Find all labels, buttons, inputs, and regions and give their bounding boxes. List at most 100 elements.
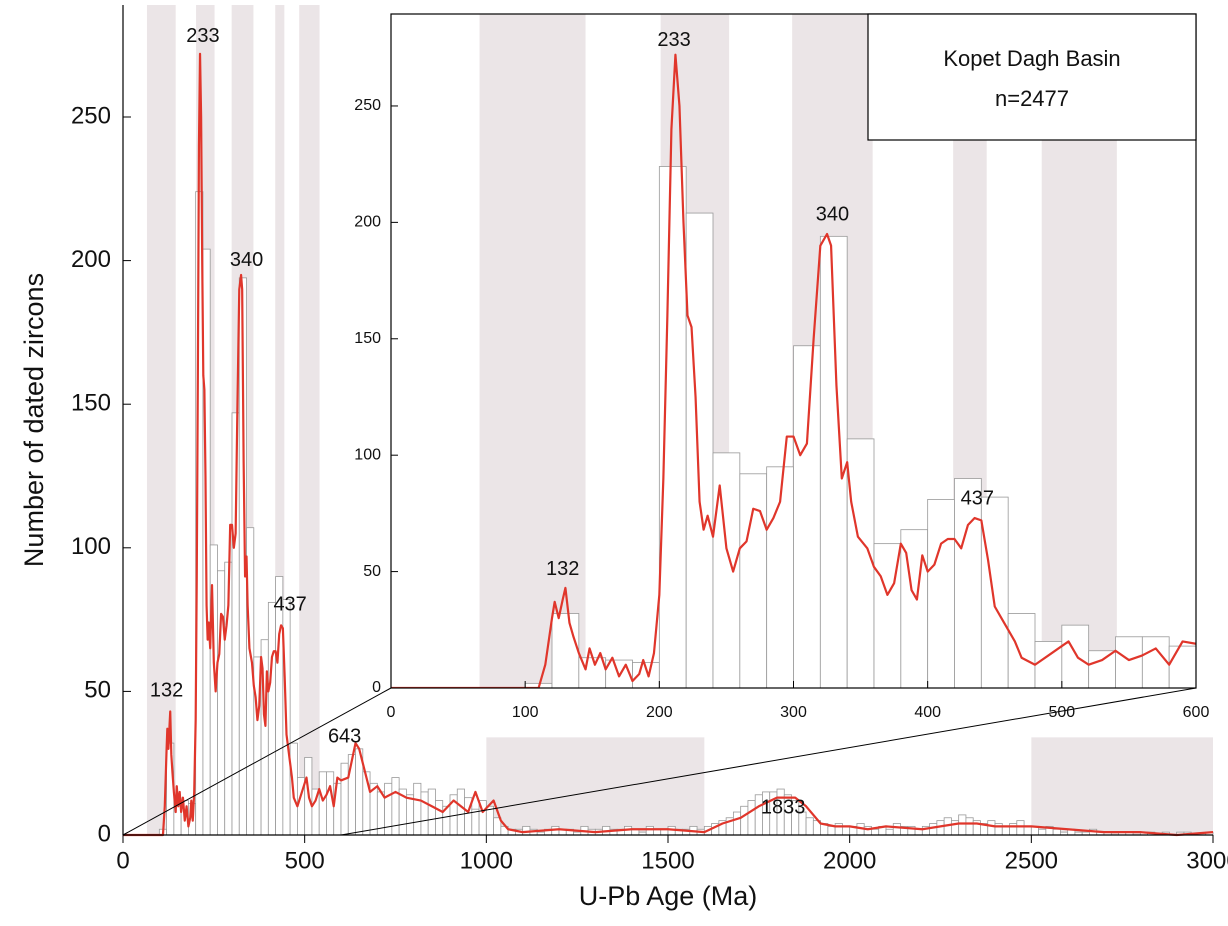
histogram-bar	[980, 496, 1009, 688]
x-tick-label: 1500	[641, 847, 694, 874]
peak-label: 437	[273, 594, 306, 616]
histogram-bar	[892, 823, 901, 836]
histogram-bar	[793, 345, 821, 688]
shaded-band	[486, 737, 705, 835]
histogram-bar	[1141, 636, 1170, 688]
y-tick-label: 100	[354, 446, 381, 463]
histogram-bar	[805, 817, 814, 836]
histogram-bar	[405, 794, 415, 836]
histogram-bar	[954, 478, 982, 688]
histogram-bar	[551, 613, 580, 688]
peak-label: 233	[186, 25, 219, 47]
peak-label: 340	[816, 204, 849, 226]
histogram-bar	[958, 814, 967, 836]
y-tick-label: 250	[71, 102, 111, 129]
y-tick-label: 250	[354, 97, 381, 114]
legend-box	[867, 13, 1197, 141]
histogram-bar	[885, 828, 894, 836]
y-tick-label: 150	[71, 390, 111, 417]
shaded-band	[1031, 737, 1213, 835]
histogram-bar	[217, 570, 226, 836]
histogram-bar	[1195, 629, 1196, 688]
histogram-bar	[427, 788, 436, 836]
histogram-bar	[871, 828, 880, 836]
y-tick-label: 200	[71, 246, 111, 273]
histogram-bar	[733, 811, 742, 836]
peak-label: 1833	[761, 796, 806, 818]
histogram-bar	[747, 800, 756, 836]
histogram-bar	[645, 825, 654, 836]
y-tick-label: 50	[363, 563, 381, 580]
shaded-band	[275, 5, 285, 835]
histogram-bar	[987, 820, 996, 836]
y-tick-label: 0	[372, 679, 381, 696]
x-tick-label: 500	[1048, 704, 1075, 721]
peak-label: 132	[150, 680, 183, 702]
histogram-bar	[347, 754, 356, 836]
shaded-band	[479, 14, 586, 688]
histogram-bar	[318, 771, 327, 836]
x-tick-label: 100	[512, 704, 539, 721]
histogram-bar	[1001, 825, 1010, 836]
histogram-bar	[1223, 623, 1228, 688]
y-tick-label: 50	[84, 677, 111, 704]
x-tick-label: 300	[780, 704, 807, 721]
histogram-bar	[471, 808, 480, 836]
x-tick-label: 2500	[1005, 847, 1058, 874]
zoom-line	[340, 687, 1197, 836]
histogram-bar	[873, 543, 902, 688]
kde-curve	[123, 52, 1214, 837]
histogram-bar	[1115, 636, 1143, 688]
histogram-bar	[485, 805, 495, 836]
histogram-bar	[846, 438, 875, 688]
zoom-line	[122, 687, 392, 836]
peak-label: 340	[230, 249, 263, 271]
histogram-bar	[842, 825, 851, 836]
legend-text: n=2477	[995, 86, 1069, 111]
x-tick-label: 0	[116, 847, 129, 874]
histogram-bar	[900, 529, 929, 688]
histogram-bar	[420, 791, 429, 836]
x-axis-title: U-Pb Age (Ma)	[579, 881, 758, 911]
y-tick-label: 100	[71, 533, 111, 560]
histogram-bar	[994, 823, 1003, 836]
y-tick-label: 200	[354, 214, 381, 231]
x-tick-label: 0	[387, 704, 396, 721]
histogram-bar	[1023, 825, 1032, 836]
histogram-bar	[1007, 613, 1036, 688]
shaded-band	[299, 5, 320, 835]
y-tick-label: 150	[354, 330, 381, 347]
x-tick-label: 3000	[1186, 847, 1228, 874]
kde-curve	[391, 53, 1196, 688]
histogram-bar	[1009, 823, 1018, 836]
histogram-bar	[685, 212, 714, 688]
shaded-band	[146, 5, 176, 835]
y-tick-label: 0	[98, 820, 111, 847]
legend-title: Kopet Dagh Basin	[943, 46, 1120, 71]
histogram-bar	[658, 166, 687, 688]
peak-label: 233	[657, 29, 690, 51]
x-tick-label: 500	[285, 847, 325, 874]
histogram-bar	[965, 817, 974, 836]
histogram-bar	[1168, 645, 1196, 688]
histogram-bar	[267, 601, 277, 836]
histogram-bar	[1038, 828, 1047, 836]
histogram-bar	[1052, 828, 1061, 836]
histogram-bar	[927, 499, 955, 688]
x-tick-label: 2000	[823, 847, 876, 874]
histogram-bar	[1088, 650, 1116, 688]
peak-label: 132	[546, 558, 579, 580]
histogram-bar	[863, 825, 872, 836]
histogram-bar	[834, 823, 843, 836]
histogram-bar	[712, 452, 741, 688]
peak-label: 437	[961, 488, 994, 510]
histogram-bar	[1016, 820, 1025, 836]
inset-plot	[391, 14, 1228, 688]
histogram-bar	[827, 825, 836, 836]
histogram-bar	[413, 782, 422, 836]
x-tick-label: 1000	[460, 847, 513, 874]
x-tick-label: 600	[1183, 704, 1210, 721]
histogram-bar	[456, 788, 465, 836]
x-tick-label: 200	[646, 704, 673, 721]
